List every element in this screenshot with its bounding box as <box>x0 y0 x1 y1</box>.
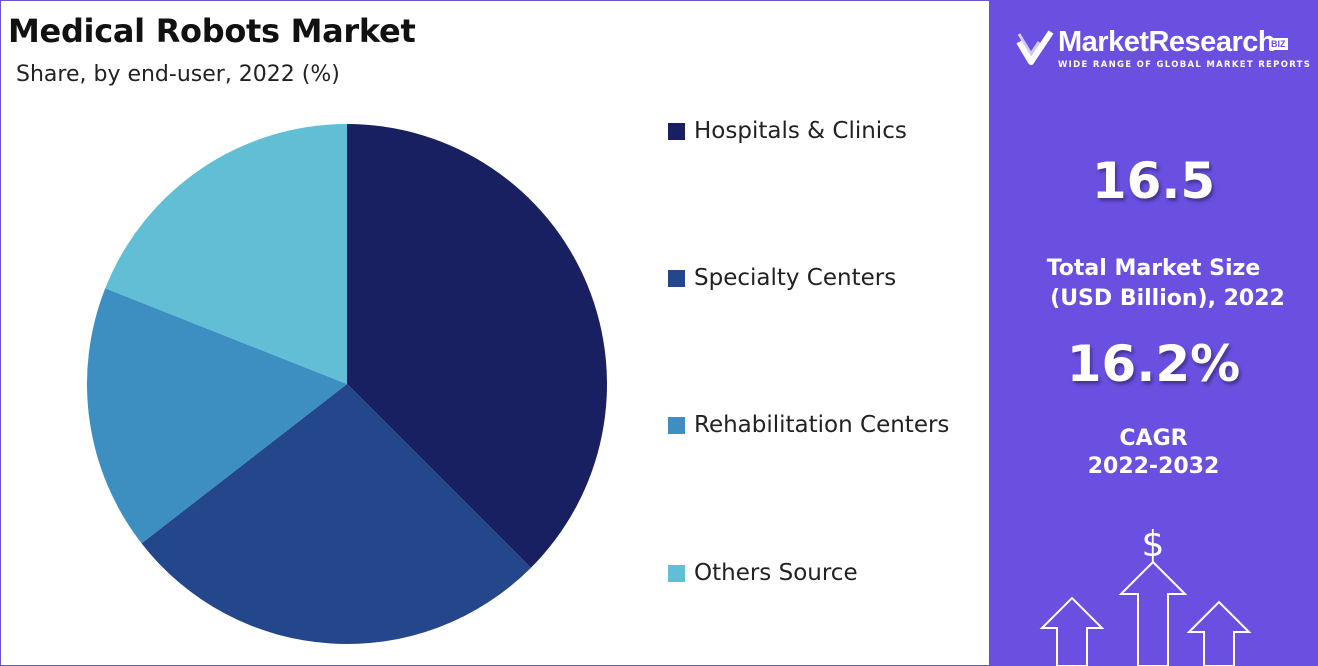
market-size-value: 16.5 <box>1091 152 1216 210</box>
cagr-label-line1: CAGR <box>1119 426 1188 451</box>
legend-swatch <box>668 122 685 140</box>
legend-label: Others Source <box>694 560 858 586</box>
chart-subtitle: Share, by end-user, 2022 (%) <box>16 62 340 87</box>
pie-slice-others-source <box>105 124 347 384</box>
pie-chart <box>87 124 607 645</box>
market-size-label-line1: Total Market Size <box>1046 256 1261 281</box>
growth-arrows-icon: $ <box>1039 524 1252 666</box>
summary-panel: MarketResearch BIZ WIDE RANGE OF GLOBAL … <box>989 0 1318 666</box>
brand-check-icon <box>1016 30 1054 65</box>
legend-item: Rehabilitation Centers <box>668 412 949 438</box>
brand-name: MarketResearch <box>1058 26 1276 58</box>
market-size-label-line2: (USD Billion), 2022 <box>1050 286 1285 311</box>
cagr-label-line2: 2022-2032 <box>1087 454 1220 479</box>
legend-item: Hospitals & Clinics <box>668 118 907 144</box>
legend-swatch <box>668 416 685 434</box>
pie-slice-hospitals-clinics <box>347 124 607 568</box>
brand-badge: BIZ <box>1269 38 1288 50</box>
legend-item: Specialty Centers <box>668 265 896 291</box>
legend-label: Rehabilitation Centers <box>694 412 950 438</box>
brand-logo-block: MarketResearch BIZ WIDE RANGE OF GLOBAL … <box>1003 22 1310 82</box>
dollar-sign-icon: $ <box>1142 524 1165 565</box>
legend-label: Specialty Centers <box>694 265 897 291</box>
pie-slice-specialty-centers <box>141 384 531 645</box>
pie-slice-rehabilitation-centers <box>87 288 348 544</box>
legend-swatch <box>668 269 685 287</box>
legend-item: Others Source <box>668 560 858 586</box>
legend-swatch <box>668 564 685 582</box>
cagr-value: 16.2% <box>1066 335 1241 393</box>
chart-title: Medical Robots Market <box>8 12 416 50</box>
brand-tagline: WIDE RANGE OF GLOBAL MARKET REPORTS <box>1058 60 1312 70</box>
legend-label: Hospitals & Clinics <box>694 118 907 144</box>
